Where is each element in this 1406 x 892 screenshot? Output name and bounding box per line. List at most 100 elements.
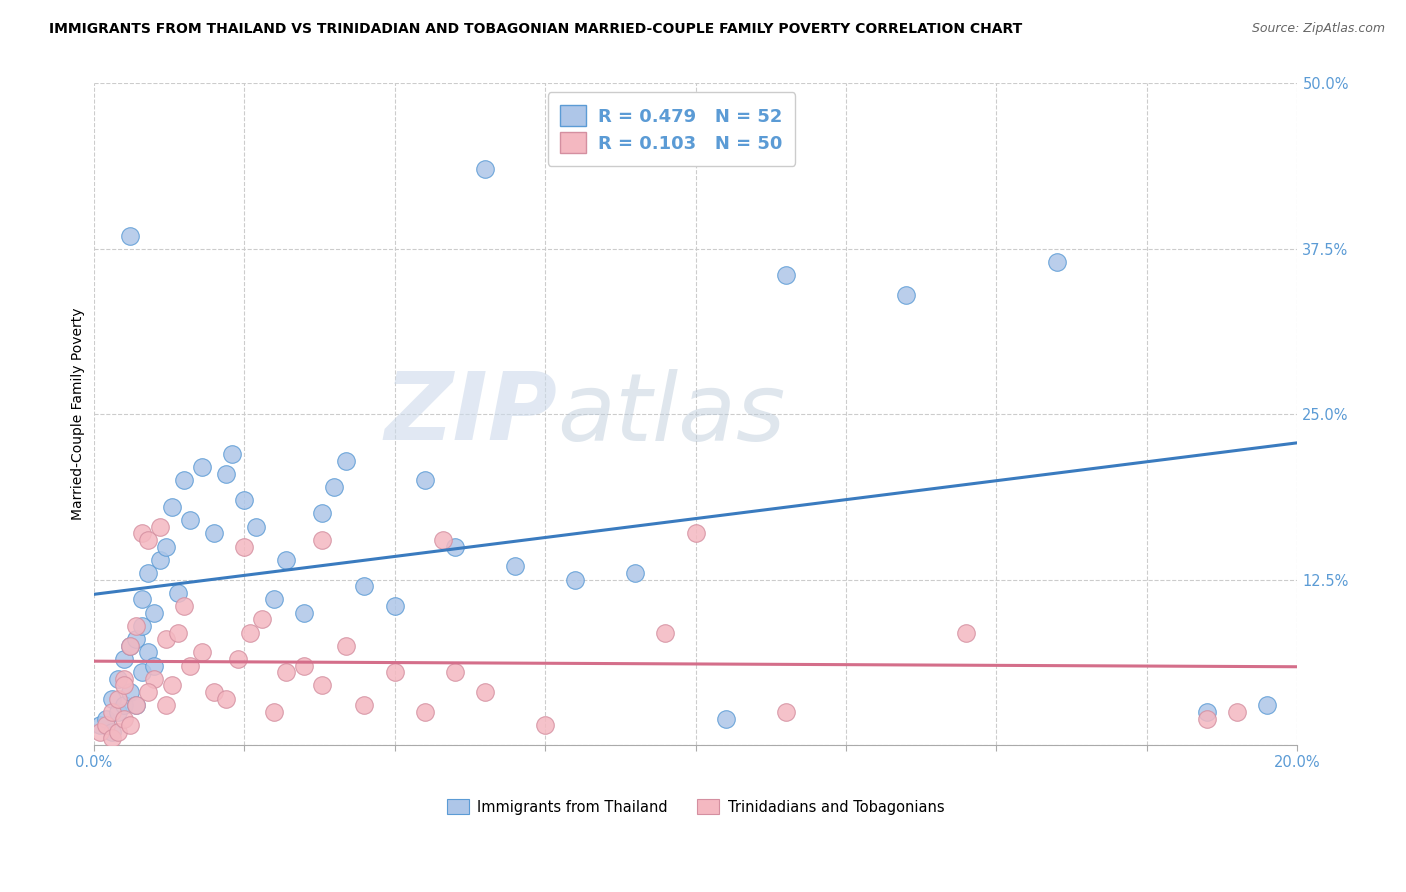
Point bbox=[714, 712, 737, 726]
Point bbox=[534, 718, 557, 732]
Point bbox=[142, 606, 165, 620]
Point bbox=[131, 526, 153, 541]
Point bbox=[142, 672, 165, 686]
Point bbox=[1046, 255, 1069, 269]
Point bbox=[685, 526, 707, 541]
Point bbox=[245, 519, 267, 533]
Point bbox=[125, 619, 148, 633]
Point bbox=[335, 453, 357, 467]
Point bbox=[1226, 705, 1249, 719]
Point bbox=[160, 678, 183, 692]
Legend: Immigrants from Thailand, Trinidadians and Tobagonians: Immigrants from Thailand, Trinidadians a… bbox=[440, 792, 952, 822]
Text: Source: ZipAtlas.com: Source: ZipAtlas.com bbox=[1251, 22, 1385, 36]
Point bbox=[1256, 698, 1278, 713]
Point bbox=[112, 698, 135, 713]
Point bbox=[112, 712, 135, 726]
Point bbox=[118, 228, 141, 243]
Point bbox=[311, 678, 333, 692]
Point bbox=[166, 625, 188, 640]
Point bbox=[564, 573, 586, 587]
Point bbox=[136, 685, 159, 699]
Point bbox=[413, 474, 436, 488]
Point bbox=[955, 625, 977, 640]
Point bbox=[250, 612, 273, 626]
Point bbox=[112, 678, 135, 692]
Point bbox=[118, 639, 141, 653]
Point bbox=[292, 606, 315, 620]
Point bbox=[202, 685, 225, 699]
Point bbox=[107, 724, 129, 739]
Point bbox=[94, 718, 117, 732]
Point bbox=[136, 533, 159, 547]
Point bbox=[125, 632, 148, 647]
Point bbox=[149, 553, 172, 567]
Point bbox=[155, 698, 177, 713]
Point bbox=[323, 480, 346, 494]
Point bbox=[118, 685, 141, 699]
Point bbox=[125, 698, 148, 713]
Point bbox=[118, 639, 141, 653]
Point bbox=[179, 658, 201, 673]
Point bbox=[173, 474, 195, 488]
Point bbox=[624, 566, 647, 580]
Point bbox=[233, 493, 256, 508]
Point bbox=[474, 162, 496, 177]
Point bbox=[384, 665, 406, 680]
Point bbox=[136, 566, 159, 580]
Point bbox=[896, 288, 918, 302]
Text: atlas: atlas bbox=[557, 368, 786, 459]
Text: ZIP: ZIP bbox=[384, 368, 557, 460]
Y-axis label: Married-Couple Family Poverty: Married-Couple Family Poverty bbox=[72, 308, 86, 520]
Point bbox=[215, 467, 238, 481]
Point bbox=[221, 447, 243, 461]
Point bbox=[263, 592, 285, 607]
Point bbox=[107, 705, 129, 719]
Point bbox=[654, 625, 676, 640]
Point bbox=[125, 698, 148, 713]
Point bbox=[432, 533, 454, 547]
Point bbox=[100, 705, 122, 719]
Point bbox=[276, 553, 298, 567]
Point bbox=[263, 705, 285, 719]
Point bbox=[155, 632, 177, 647]
Point bbox=[239, 625, 262, 640]
Point bbox=[131, 592, 153, 607]
Point bbox=[107, 691, 129, 706]
Point bbox=[215, 691, 238, 706]
Point bbox=[100, 691, 122, 706]
Point bbox=[107, 672, 129, 686]
Point bbox=[353, 579, 375, 593]
Point bbox=[191, 460, 214, 475]
Point bbox=[142, 658, 165, 673]
Point bbox=[1197, 712, 1219, 726]
Point bbox=[179, 513, 201, 527]
Point bbox=[94, 712, 117, 726]
Point bbox=[335, 639, 357, 653]
Point bbox=[292, 658, 315, 673]
Point bbox=[112, 652, 135, 666]
Point bbox=[226, 652, 249, 666]
Point bbox=[89, 724, 111, 739]
Point bbox=[775, 268, 797, 283]
Point bbox=[89, 718, 111, 732]
Point bbox=[100, 731, 122, 746]
Text: IMMIGRANTS FROM THAILAND VS TRINIDADIAN AND TOBAGONIAN MARRIED-COUPLE FAMILY POV: IMMIGRANTS FROM THAILAND VS TRINIDADIAN … bbox=[49, 22, 1022, 37]
Point bbox=[311, 507, 333, 521]
Point bbox=[191, 645, 214, 659]
Point bbox=[443, 540, 465, 554]
Point bbox=[155, 540, 177, 554]
Point bbox=[173, 599, 195, 613]
Point bbox=[1197, 705, 1219, 719]
Point bbox=[775, 705, 797, 719]
Point bbox=[503, 559, 526, 574]
Point bbox=[276, 665, 298, 680]
Point bbox=[166, 586, 188, 600]
Point bbox=[443, 665, 465, 680]
Point bbox=[233, 540, 256, 554]
Point bbox=[160, 500, 183, 514]
Point bbox=[112, 672, 135, 686]
Point bbox=[118, 718, 141, 732]
Point bbox=[100, 724, 122, 739]
Point bbox=[136, 645, 159, 659]
Point bbox=[202, 526, 225, 541]
